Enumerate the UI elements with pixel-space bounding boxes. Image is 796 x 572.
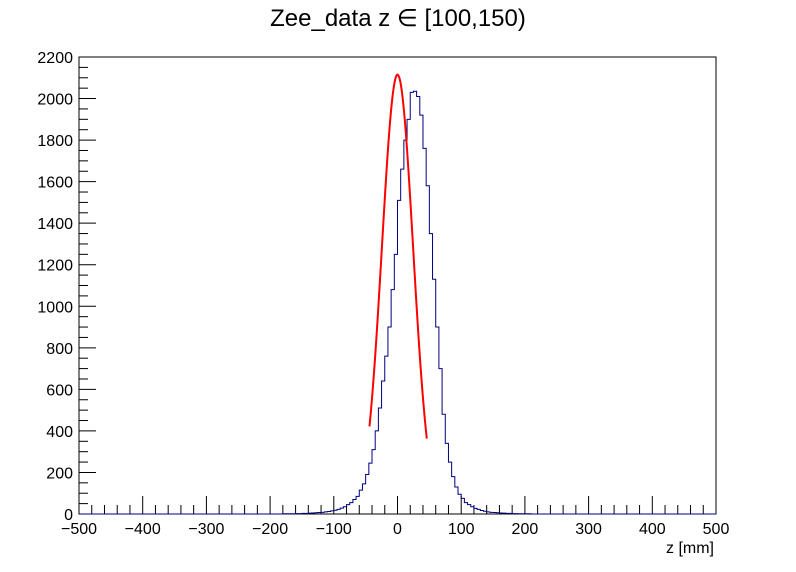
y-axis: 0 200 400 600 800 1000 1200 1400 1600 1800 2000 220… bbox=[37, 50, 96, 524]
histogram-series bbox=[79, 90, 716, 515]
gaussian-fit-curve bbox=[368, 73, 428, 439]
y-tick-label: 2200 bbox=[37, 50, 73, 67]
y-tick-label: 1600 bbox=[37, 175, 73, 192]
y-tick-label: 800 bbox=[46, 341, 73, 358]
x-axis: −500 −400 −300 −200 −100 0 100 200 300 400 500 bbox=[61, 496, 729, 538]
y-tick-label: 1400 bbox=[37, 216, 73, 233]
x-tick-label: −200 bbox=[252, 521, 288, 538]
plot-frame bbox=[78, 56, 717, 515]
x-tick-label: −100 bbox=[316, 521, 352, 538]
x-tick-label: 300 bbox=[575, 521, 602, 538]
y-tick-label: 1200 bbox=[37, 258, 73, 275]
x-tick-label: 500 bbox=[703, 521, 730, 538]
y-tick-label: 400 bbox=[46, 424, 73, 441]
x-axis-title: z [mm] bbox=[666, 540, 714, 557]
chart-title: Zee_data z ∈ [100,150) bbox=[270, 5, 526, 32]
x-tick-label: 100 bbox=[448, 521, 475, 538]
x-tick-label: 200 bbox=[512, 521, 539, 538]
x-tick-label: −400 bbox=[125, 521, 161, 538]
x-tick-label: 0 bbox=[393, 521, 402, 538]
y-tick-label: 0 bbox=[64, 507, 73, 524]
x-tick-label: 400 bbox=[639, 521, 666, 538]
y-tick-label: 2000 bbox=[37, 92, 73, 109]
x-tick-label: −500 bbox=[61, 521, 97, 538]
y-tick-label: 200 bbox=[46, 465, 73, 482]
x-tick-label: −300 bbox=[188, 521, 224, 538]
y-tick-label: 1000 bbox=[37, 299, 73, 316]
y-tick-label: 600 bbox=[46, 382, 73, 399]
y-tick-label: 1800 bbox=[37, 133, 73, 150]
